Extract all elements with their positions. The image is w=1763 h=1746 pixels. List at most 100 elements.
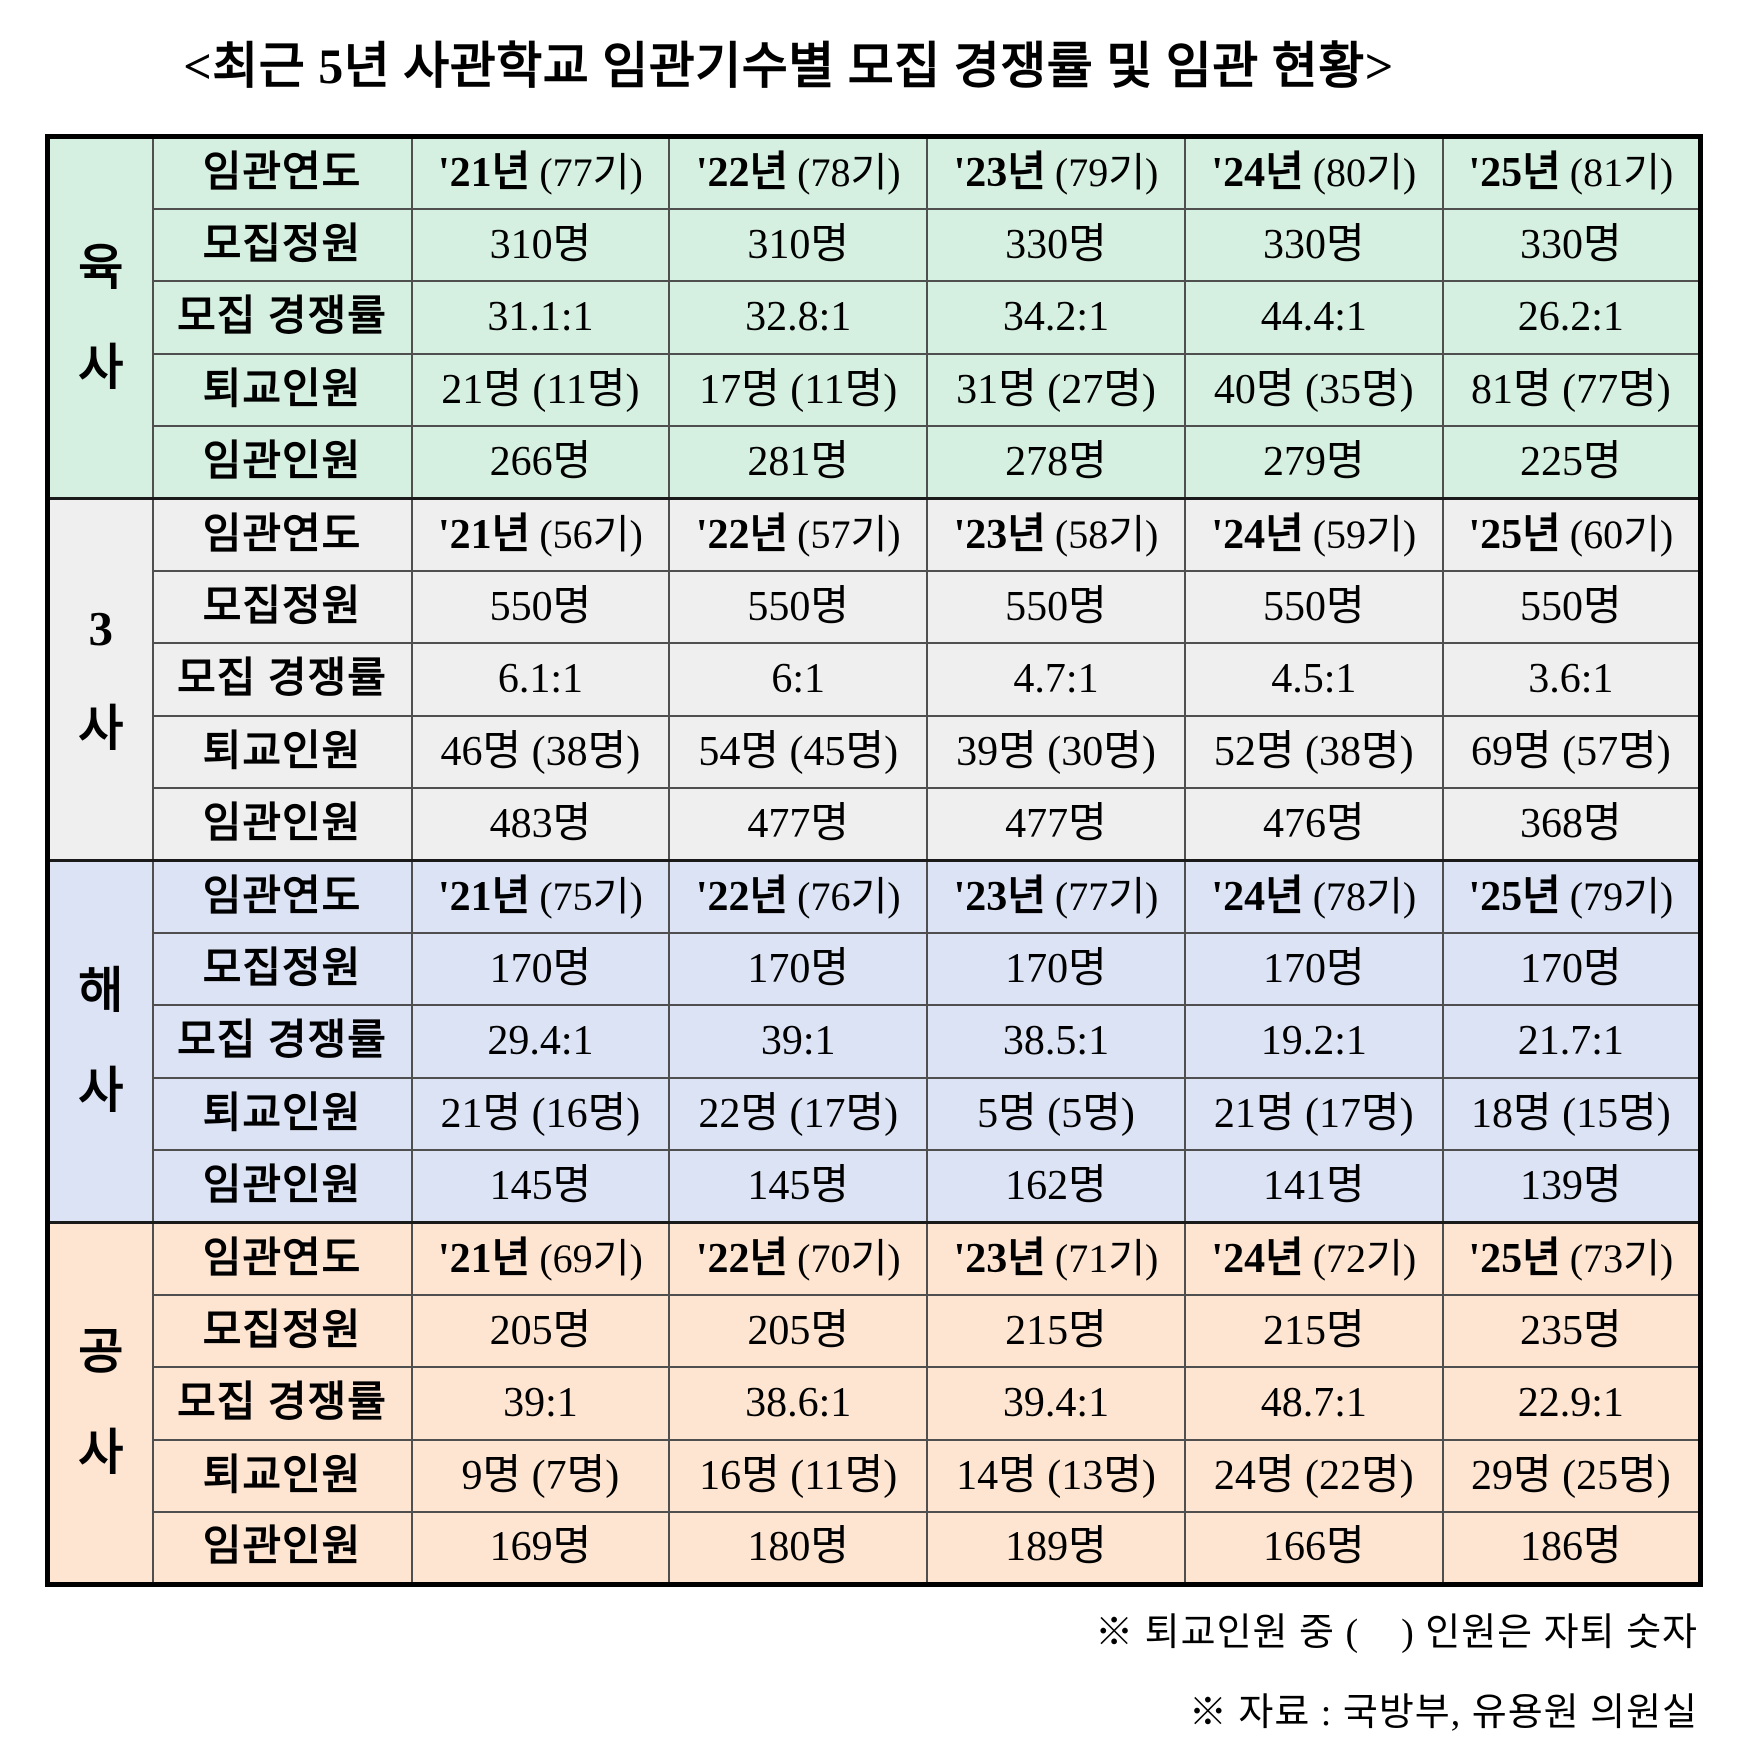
value-cell: 39:1 — [668, 1004, 929, 1079]
value-cell: 29명 (25명) — [1441, 1438, 1702, 1513]
value-cell: 330명 — [1441, 207, 1702, 283]
row-label: 모집정원 — [151, 931, 413, 1007]
value-cell: 310명 — [410, 207, 671, 283]
year-cell: '24년 (80기) — [1183, 134, 1444, 210]
value-cell: 22명 (17명) — [668, 1076, 929, 1151]
row-label: 임관인원 — [151, 1510, 413, 1586]
section-label-text: 3사 — [78, 600, 124, 757]
value-cell: 281명 — [668, 425, 929, 500]
value-cell: 205명 — [410, 1293, 671, 1369]
value-cell: 310명 — [668, 207, 929, 283]
value-cell: 6:1 — [668, 642, 929, 717]
value-cell: 170명 — [668, 931, 929, 1007]
value-cell: 278명 — [926, 425, 1186, 500]
value-cell: 21.7:1 — [1441, 1004, 1702, 1079]
table-row: 퇴교인원 46명 (38명) 54명 (45명) 39명 (30명) 52명 (… — [47, 714, 1702, 790]
value-cell: 39:1 — [410, 1366, 671, 1441]
value-cell: 26.2:1 — [1441, 280, 1702, 355]
value-cell: 24명 (22명) — [1183, 1438, 1444, 1513]
value-cell: 22.9:1 — [1441, 1366, 1702, 1441]
row-label: 임관인원 — [151, 1148, 413, 1224]
value-cell: 14명 (13명) — [926, 1438, 1186, 1513]
row-label: 퇴교인원 — [151, 1076, 413, 1151]
value-cell: 477명 — [926, 787, 1186, 862]
value-cell: 162명 — [926, 1148, 1186, 1224]
year-cell: '23년 (58기) — [926, 496, 1186, 572]
value-cell: 54명 (45명) — [668, 714, 929, 790]
value-cell: 330명 — [926, 207, 1186, 283]
value-cell: 6.1:1 — [410, 642, 671, 717]
section-label-text: 해사 — [78, 962, 124, 1119]
value-cell: 170명 — [926, 931, 1186, 1007]
table-row: 모집정원 205명 205명 215명 215명 235명 — [47, 1293, 1702, 1369]
year-cell: '25년 (73기) — [1441, 1220, 1702, 1296]
value-cell: 169명 — [410, 1510, 671, 1586]
table-row: 임관인원 483명 477명 477명 476명 368명 — [47, 787, 1702, 862]
row-label: 임관인원 — [151, 425, 413, 500]
year-cell: '25년 (81기) — [1441, 134, 1702, 210]
row-label: 임관연도 — [151, 496, 413, 572]
row-label: 임관연도 — [151, 134, 413, 210]
table-row: 모집 경쟁률 31.1:1 32.8:1 34.2:1 44.4:1 26.2:… — [47, 280, 1702, 355]
value-cell: 48.7:1 — [1183, 1366, 1444, 1441]
value-cell: 46명 (38명) — [410, 714, 671, 790]
value-cell: 186명 — [1441, 1510, 1702, 1586]
table-row: 공사 임관연도 '21년 (69기) '22년 (70기) '23년 (71기) '2… — [46, 1220, 1702, 1586]
value-cell: 17명 (11명) — [668, 352, 929, 428]
year-cell: '24년 (78기) — [1183, 858, 1444, 934]
year-cell: '23년 (79기) — [926, 134, 1186, 210]
table-row: 임관인원 145명 145명 162명 141명 139명 — [47, 1148, 1702, 1224]
table-row: 모집정원 550명 550명 550명 550명 550명 — [47, 569, 1702, 645]
value-cell: 19.2:1 — [1183, 1004, 1444, 1079]
row-label: 임관연도 — [151, 858, 413, 934]
section-label-text: 공사 — [78, 1324, 124, 1480]
section-label-navy: 해사 — [46, 858, 154, 1224]
footnote-source: ※ 자료 : 국방부, 유용원 의원실 — [1188, 1692, 1698, 1734]
value-cell: 38.6:1 — [668, 1366, 929, 1441]
value-cell: 166명 — [1183, 1510, 1444, 1586]
year-cell: '25년 (60기) — [1441, 496, 1702, 572]
table-row: 임관인원 266명 281명 278명 279명 225명 — [47, 425, 1702, 500]
year-cell: '22년 (70기) — [668, 1220, 929, 1296]
value-cell: 69명 (57명) — [1441, 714, 1702, 790]
section-label-third-academy: 3사 — [46, 496, 154, 862]
table-row: 퇴교인원 21명 (16명) 22명 (17명) 5명 (5명) 21명 (17… — [47, 1076, 1702, 1151]
row-label: 임관인원 — [151, 787, 413, 862]
table-row: 해사 임관연도 '21년 (75기) '22년 (76기) '23년 (77기) '2… — [46, 858, 1702, 1224]
row-label: 모집 경쟁률 — [151, 1366, 413, 1441]
year-cell: '24년 (59기) — [1183, 496, 1444, 572]
value-cell: 9명 (7명) — [410, 1438, 671, 1513]
value-cell: 476명 — [1183, 787, 1444, 862]
value-cell: 550명 — [668, 569, 929, 645]
year-cell: '25년 (79기) — [1441, 858, 1702, 934]
value-cell: 31명 (27명) — [926, 352, 1186, 428]
row-label: 모집정원 — [151, 1293, 413, 1369]
value-cell: 40명 (35명) — [1183, 352, 1444, 428]
page-title: <최근 5년 사관학교 임관기수별 모집 경쟁률 및 임관 현황> — [183, 38, 1394, 94]
section-label-airforce: 공사 — [46, 1220, 154, 1586]
year-cell: '23년 (77기) — [926, 858, 1186, 934]
value-cell: 170명 — [1441, 931, 1702, 1007]
table-row: 퇴교인원 9명 (7명) 16명 (11명) 14명 (13명) 24명 (22… — [47, 1438, 1702, 1513]
value-cell: 215명 — [1183, 1293, 1444, 1369]
value-cell: 145명 — [410, 1148, 671, 1224]
row-label: 임관연도 — [151, 1220, 413, 1296]
value-cell: 550명 — [410, 569, 671, 645]
year-cell: '24년 (72기) — [1183, 1220, 1444, 1296]
value-cell: 330명 — [1183, 207, 1444, 283]
table-row: 임관인원 169명 180명 189명 166명 186명 — [47, 1510, 1702, 1586]
footnotes: ※ 퇴교인원 중 ( ) 인원은 자퇴 숫자 ※ 자료 : 국방부, 유용원 의… — [1095, 1601, 1698, 1746]
academy-admission-table: 육사 임관연도 '21년 (77기) '22년 (78기) '23년 (79기) '2… — [45, 134, 1703, 1587]
table-row: 모집 경쟁률 39:1 38.6:1 39.4:1 48.7:1 22.9:1 — [47, 1366, 1702, 1441]
value-cell: 29.4:1 — [410, 1004, 671, 1079]
year-cell: '22년 (78기) — [668, 134, 929, 210]
table-row: 3사 임관연도 '21년 (56기) '22년 (57기) '23년 (58기) '2… — [46, 496, 1702, 862]
value-cell: 4.7:1 — [926, 642, 1186, 717]
value-cell: 38.5:1 — [926, 1004, 1186, 1079]
footnote-dropout: ※ 퇴교인원 중 ( ) 인원은 자퇴 숫자 — [1095, 1612, 1698, 1654]
row-label: 모집정원 — [151, 207, 413, 283]
row-label: 모집정원 — [151, 569, 413, 645]
value-cell: 180명 — [668, 1510, 929, 1586]
value-cell: 16명 (11명) — [668, 1438, 929, 1513]
